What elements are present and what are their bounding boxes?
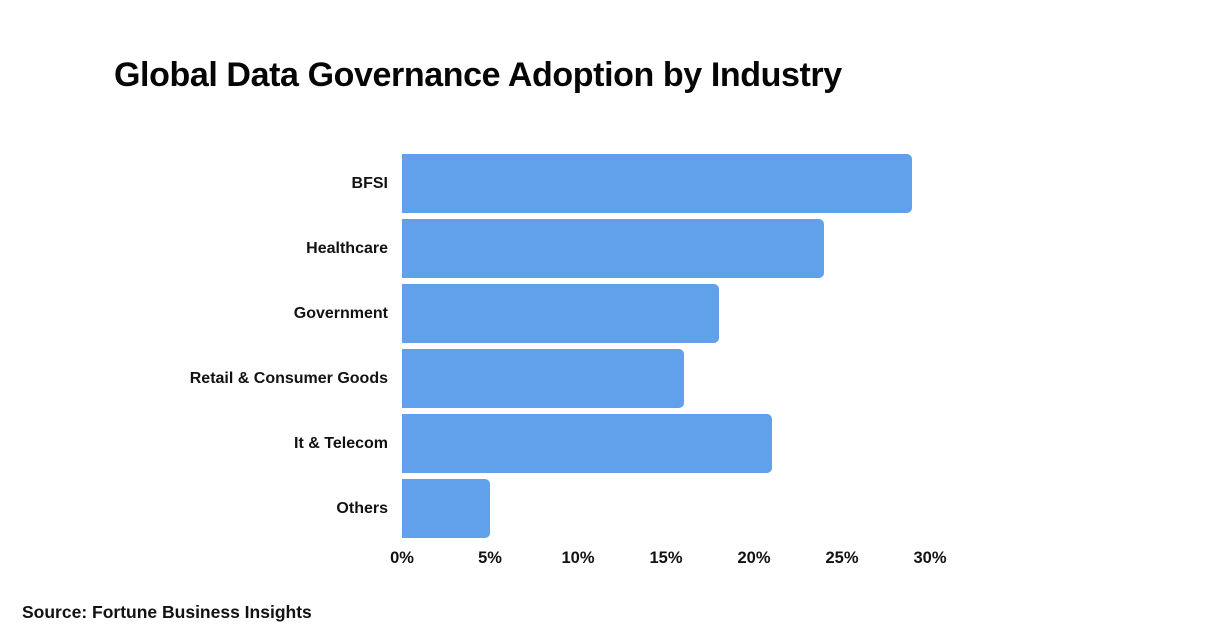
bar-row: Retail & Consumer Goods xyxy=(0,349,1227,408)
bar-track xyxy=(402,479,930,538)
bar-healthcare xyxy=(402,219,825,278)
bar-row: Healthcare xyxy=(0,219,1227,278)
bar-row: Government xyxy=(0,284,1227,343)
bar-track xyxy=(402,154,930,213)
bar-government xyxy=(402,284,719,343)
bar-track xyxy=(402,414,930,473)
category-label: Others xyxy=(336,499,388,517)
category-label: It & Telecom xyxy=(294,434,388,452)
source-note: Source: Fortune Business Insights xyxy=(22,602,312,622)
x-tick-label: 25% xyxy=(825,549,859,567)
x-tick-label: 0% xyxy=(390,549,414,567)
x-tick-label: 15% xyxy=(649,549,683,567)
bar-row: Others xyxy=(0,479,1227,538)
chart-title: Global Data Governance Adoption by Indus… xyxy=(114,56,842,94)
bar-row: It & Telecom xyxy=(0,414,1227,473)
bar-chart: BFSI Healthcare Government Retail & Consume… xyxy=(0,154,1227,544)
bar-row: BFSI xyxy=(0,154,1227,213)
bar-others xyxy=(402,479,490,538)
category-label: Government xyxy=(293,304,388,322)
x-axis: 0% 5% 10% 15% 20% 25% 30% xyxy=(0,549,1227,571)
x-tick-label: 5% xyxy=(478,549,502,567)
bar-track xyxy=(402,349,930,408)
x-tick-label: 20% xyxy=(737,549,771,567)
bar-it-telecom xyxy=(402,414,772,473)
bar-track xyxy=(402,284,930,343)
category-label: Healthcare xyxy=(306,239,388,257)
bar-track xyxy=(402,219,930,278)
x-tick-label: 10% xyxy=(561,549,595,567)
category-label: BFSI xyxy=(351,174,388,192)
bar-retail-consumer-goods xyxy=(402,349,684,408)
bar-bfsi xyxy=(402,154,913,213)
x-tick-label: 30% xyxy=(913,549,947,567)
category-label: Retail & Consumer Goods xyxy=(189,369,388,387)
